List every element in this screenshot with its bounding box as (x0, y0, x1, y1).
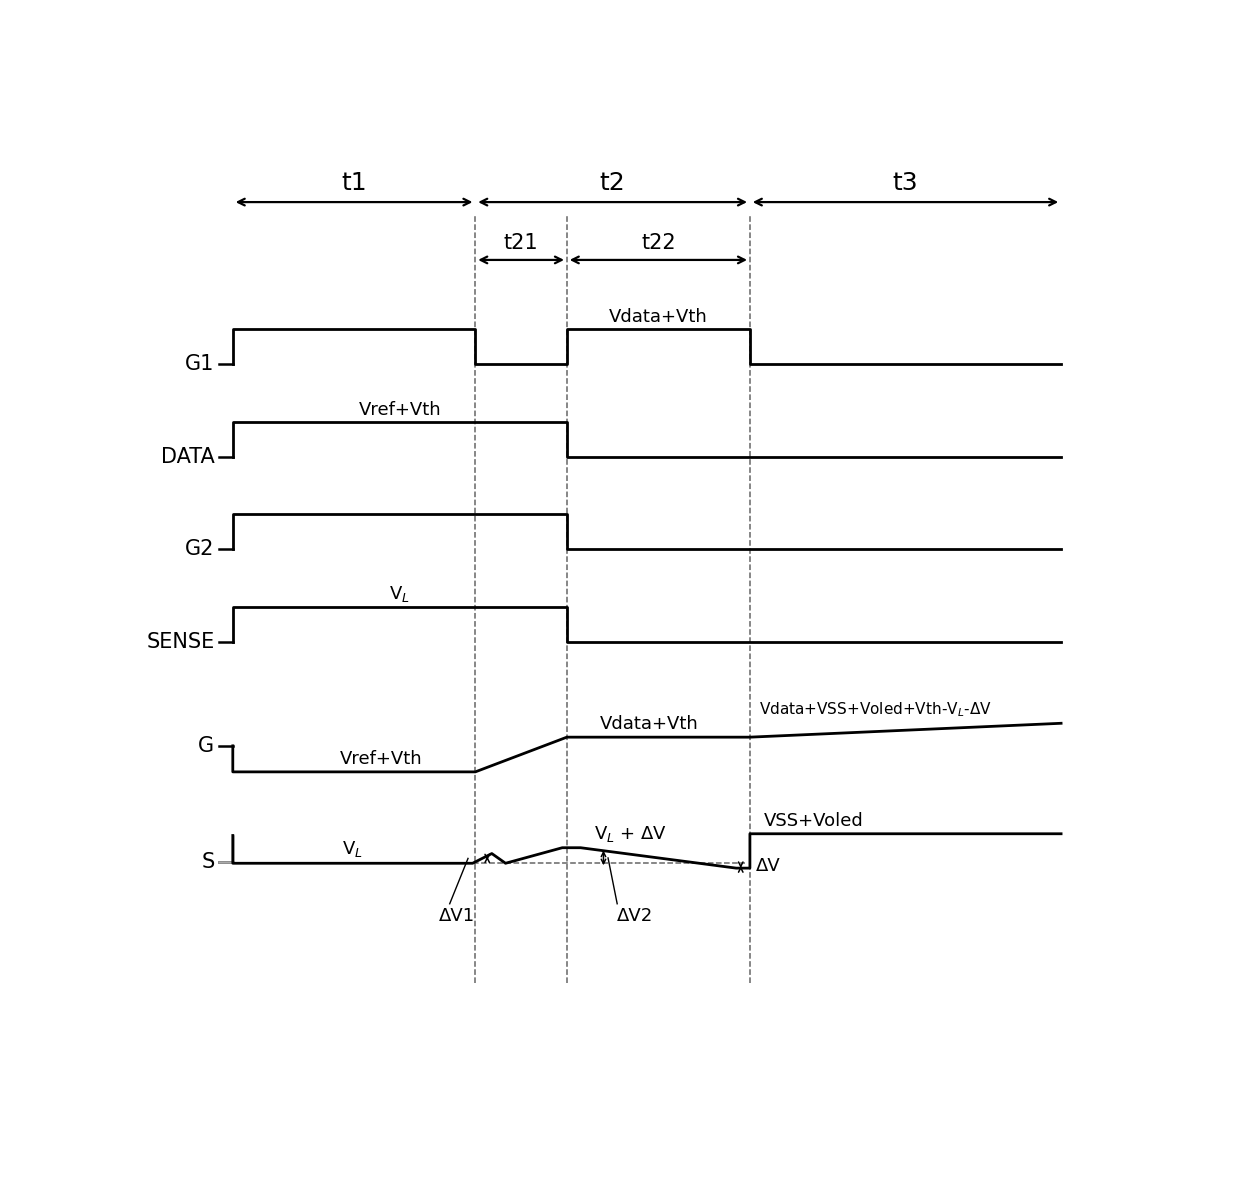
Text: Vdata+Vth: Vdata+Vth (609, 309, 708, 327)
Text: Vdata+VSS+Voled+Vth-V$_L$-ΔV: Vdata+VSS+Voled+Vth-V$_L$-ΔV (759, 701, 992, 719)
Text: ΔV1: ΔV1 (439, 906, 475, 924)
Text: t22: t22 (641, 233, 676, 252)
Text: G2: G2 (185, 540, 215, 559)
Text: t3: t3 (893, 171, 919, 195)
Text: V$_L$: V$_L$ (389, 584, 410, 605)
Text: VSS+Voled: VSS+Voled (764, 811, 863, 829)
Text: ΔV2: ΔV2 (618, 906, 653, 924)
Text: V$_L$ + ΔV: V$_L$ + ΔV (594, 823, 667, 844)
Text: Vref+Vth: Vref+Vth (358, 401, 441, 419)
Text: G: G (198, 736, 215, 756)
Text: S: S (201, 851, 215, 871)
Text: Vdata+Vth: Vdata+Vth (600, 715, 698, 733)
Text: V$_L$: V$_L$ (342, 839, 363, 859)
Text: ΔV: ΔV (756, 857, 781, 875)
Text: G1: G1 (185, 355, 215, 374)
Text: t1: t1 (341, 171, 367, 195)
Text: DATA: DATA (161, 447, 215, 466)
Text: SENSE: SENSE (146, 632, 215, 651)
Text: t2: t2 (600, 171, 625, 195)
Text: t21: t21 (503, 233, 538, 252)
Text: Vref+Vth: Vref+Vth (340, 750, 423, 768)
